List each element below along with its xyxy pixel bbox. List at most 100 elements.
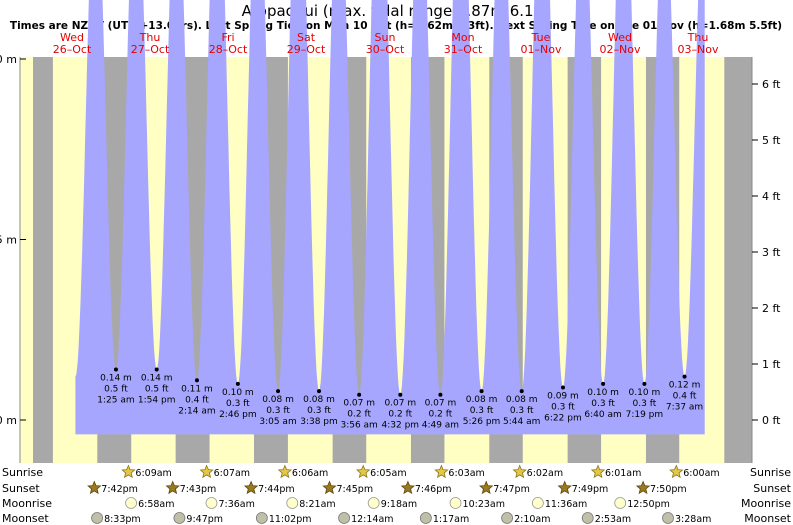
low-tide-time: 5:26 pm: [463, 417, 501, 427]
low-tide-point: [194, 378, 199, 383]
low-tide-feet: 0.3 ft: [226, 399, 250, 409]
low-tide-point: [479, 389, 484, 394]
low-tide-time: 7:37 am: [666, 403, 703, 413]
moonset-icon: [501, 512, 513, 524]
low-tide-metres: 0.10 m: [222, 388, 254, 398]
low-tide-time: 5:44 am: [503, 417, 540, 427]
sunset-time: 7:44pm: [258, 484, 295, 495]
moonset-time: 3:28am: [675, 514, 711, 525]
moonrise-time: 9:18am: [381, 499, 417, 510]
low-tide-time: 7:19 pm: [626, 410, 664, 420]
moonset-time: 9:47pm: [186, 514, 223, 525]
low-tide-metres: 0.08 m: [303, 395, 335, 405]
sunrise-time: 6:05am: [370, 468, 406, 479]
low-tide-point: [113, 367, 118, 372]
day-header-date: 31–Oct: [444, 43, 483, 56]
low-tide-time: 4:32 pm: [382, 421, 420, 431]
moonset-icon: [255, 512, 268, 524]
moonrise-icon: [367, 497, 380, 509]
low-tide-feet: 0.2 ft: [388, 410, 412, 420]
low-tide-time: 1:25 am: [97, 395, 134, 405]
row-label-left: Moonset: [2, 512, 49, 525]
sunset-icon: [243, 480, 259, 495]
low-tide-point: [235, 381, 240, 386]
moonset-time: 11:02pm: [269, 514, 312, 525]
low-tide-point: [601, 381, 606, 386]
low-tide-point: [398, 392, 403, 397]
moonrise-time: 12:50pm: [627, 499, 670, 510]
moonset-time: 2:10am: [514, 514, 550, 525]
row-label-right: Sunset: [753, 482, 791, 495]
moonset-icon: [581, 512, 594, 524]
sunset-time: 7:45pm: [336, 484, 373, 495]
left-axis-label: 0.5 m: [0, 234, 17, 247]
low-tide-metres: 0.07 m: [343, 399, 375, 409]
row-label-right: Moonrise: [741, 497, 791, 510]
row-label-right: Sunrise: [750, 466, 791, 479]
sunset-icon: [87, 480, 102, 495]
day-header-date: 26–Oct: [53, 43, 92, 56]
sunset-icon: [557, 480, 572, 495]
moonset-icon: [173, 512, 186, 524]
sunset-time: 7:47pm: [493, 484, 530, 495]
right-axis-label: 2 ft: [762, 302, 781, 315]
moonset-icon: [338, 512, 350, 524]
low-tide-feet: 0.3 ft: [266, 406, 290, 416]
low-tide-metres: 0.08 m: [262, 395, 294, 405]
sunrise-icon: [121, 464, 136, 479]
low-tide-feet: 0.3 ft: [510, 406, 534, 416]
moonrise-icon: [614, 497, 627, 509]
sunrise-time: 6:03am: [448, 468, 484, 479]
tide-area: [75, 0, 705, 435]
low-tide-metres: 0.10 m: [629, 388, 661, 398]
moonrise-icon: [205, 497, 218, 509]
day-header-dow: Thu: [687, 31, 709, 44]
moonset-time: 12:14am: [351, 514, 393, 525]
sunset-icon: [165, 480, 180, 495]
left-margin-band: [20, 57, 33, 463]
moonrise-icon: [286, 497, 299, 509]
low-tide-point: [317, 389, 322, 394]
sunset-icon: [479, 480, 494, 495]
sunset-icon: [635, 480, 651, 495]
row-label-right: Moonset: [744, 512, 791, 525]
moonrise-time: 10:23am: [463, 499, 505, 510]
low-tide-feet: 0.3 ft: [470, 406, 494, 416]
sunrise-time: 6:06am: [292, 468, 328, 479]
sunrise-icon: [356, 464, 371, 479]
sunrise-time: 6:09am: [135, 468, 171, 479]
low-tide-point: [154, 367, 159, 372]
low-tide-point: [560, 385, 565, 390]
left-axis-label: 0.0 m: [0, 414, 17, 427]
low-tide-feet: 0.3 ft: [591, 399, 615, 409]
low-tide-metres: 0.12 m: [669, 381, 701, 391]
low-tide-metres: 0.07 m: [425, 399, 457, 409]
moonrise-icon: [449, 497, 462, 509]
sunrise-icon: [199, 464, 214, 479]
low-tide-feet: 0.3 ft: [307, 406, 331, 416]
low-tide-metres: 0.08 m: [506, 395, 538, 405]
low-tide-time: 2:46 pm: [219, 410, 257, 420]
low-tide-point: [357, 392, 362, 397]
sunrise-icon: [590, 464, 606, 479]
right-axis-label: 4 ft: [762, 190, 781, 203]
moonset-time: 1:17am: [433, 514, 469, 525]
moonset-icon: [419, 512, 432, 524]
low-tide-time: 4:49 am: [422, 421, 459, 431]
low-tide-time: 3:56 am: [340, 421, 377, 431]
low-tide-feet: 0.2 ft: [429, 410, 453, 420]
day-header-date: 02–Nov: [600, 43, 641, 56]
low-tide-feet: 0.2 ft: [347, 410, 371, 420]
row-label-left: Moonrise: [2, 497, 52, 510]
sunset-icon: [322, 480, 337, 495]
low-tide-point: [642, 381, 647, 386]
sunrise-icon: [434, 464, 449, 479]
moonrise-time: 11:36am: [545, 499, 587, 510]
day-header-date: 30–Oct: [366, 43, 405, 56]
sunrise-time: 6:00am: [683, 468, 719, 479]
low-tide-metres: 0.11 m: [181, 384, 213, 394]
right-axis-label: 3 ft: [762, 246, 781, 259]
low-tide-metres: 0.08 m: [466, 395, 498, 405]
moonset-time: 8:33pm: [104, 514, 141, 525]
